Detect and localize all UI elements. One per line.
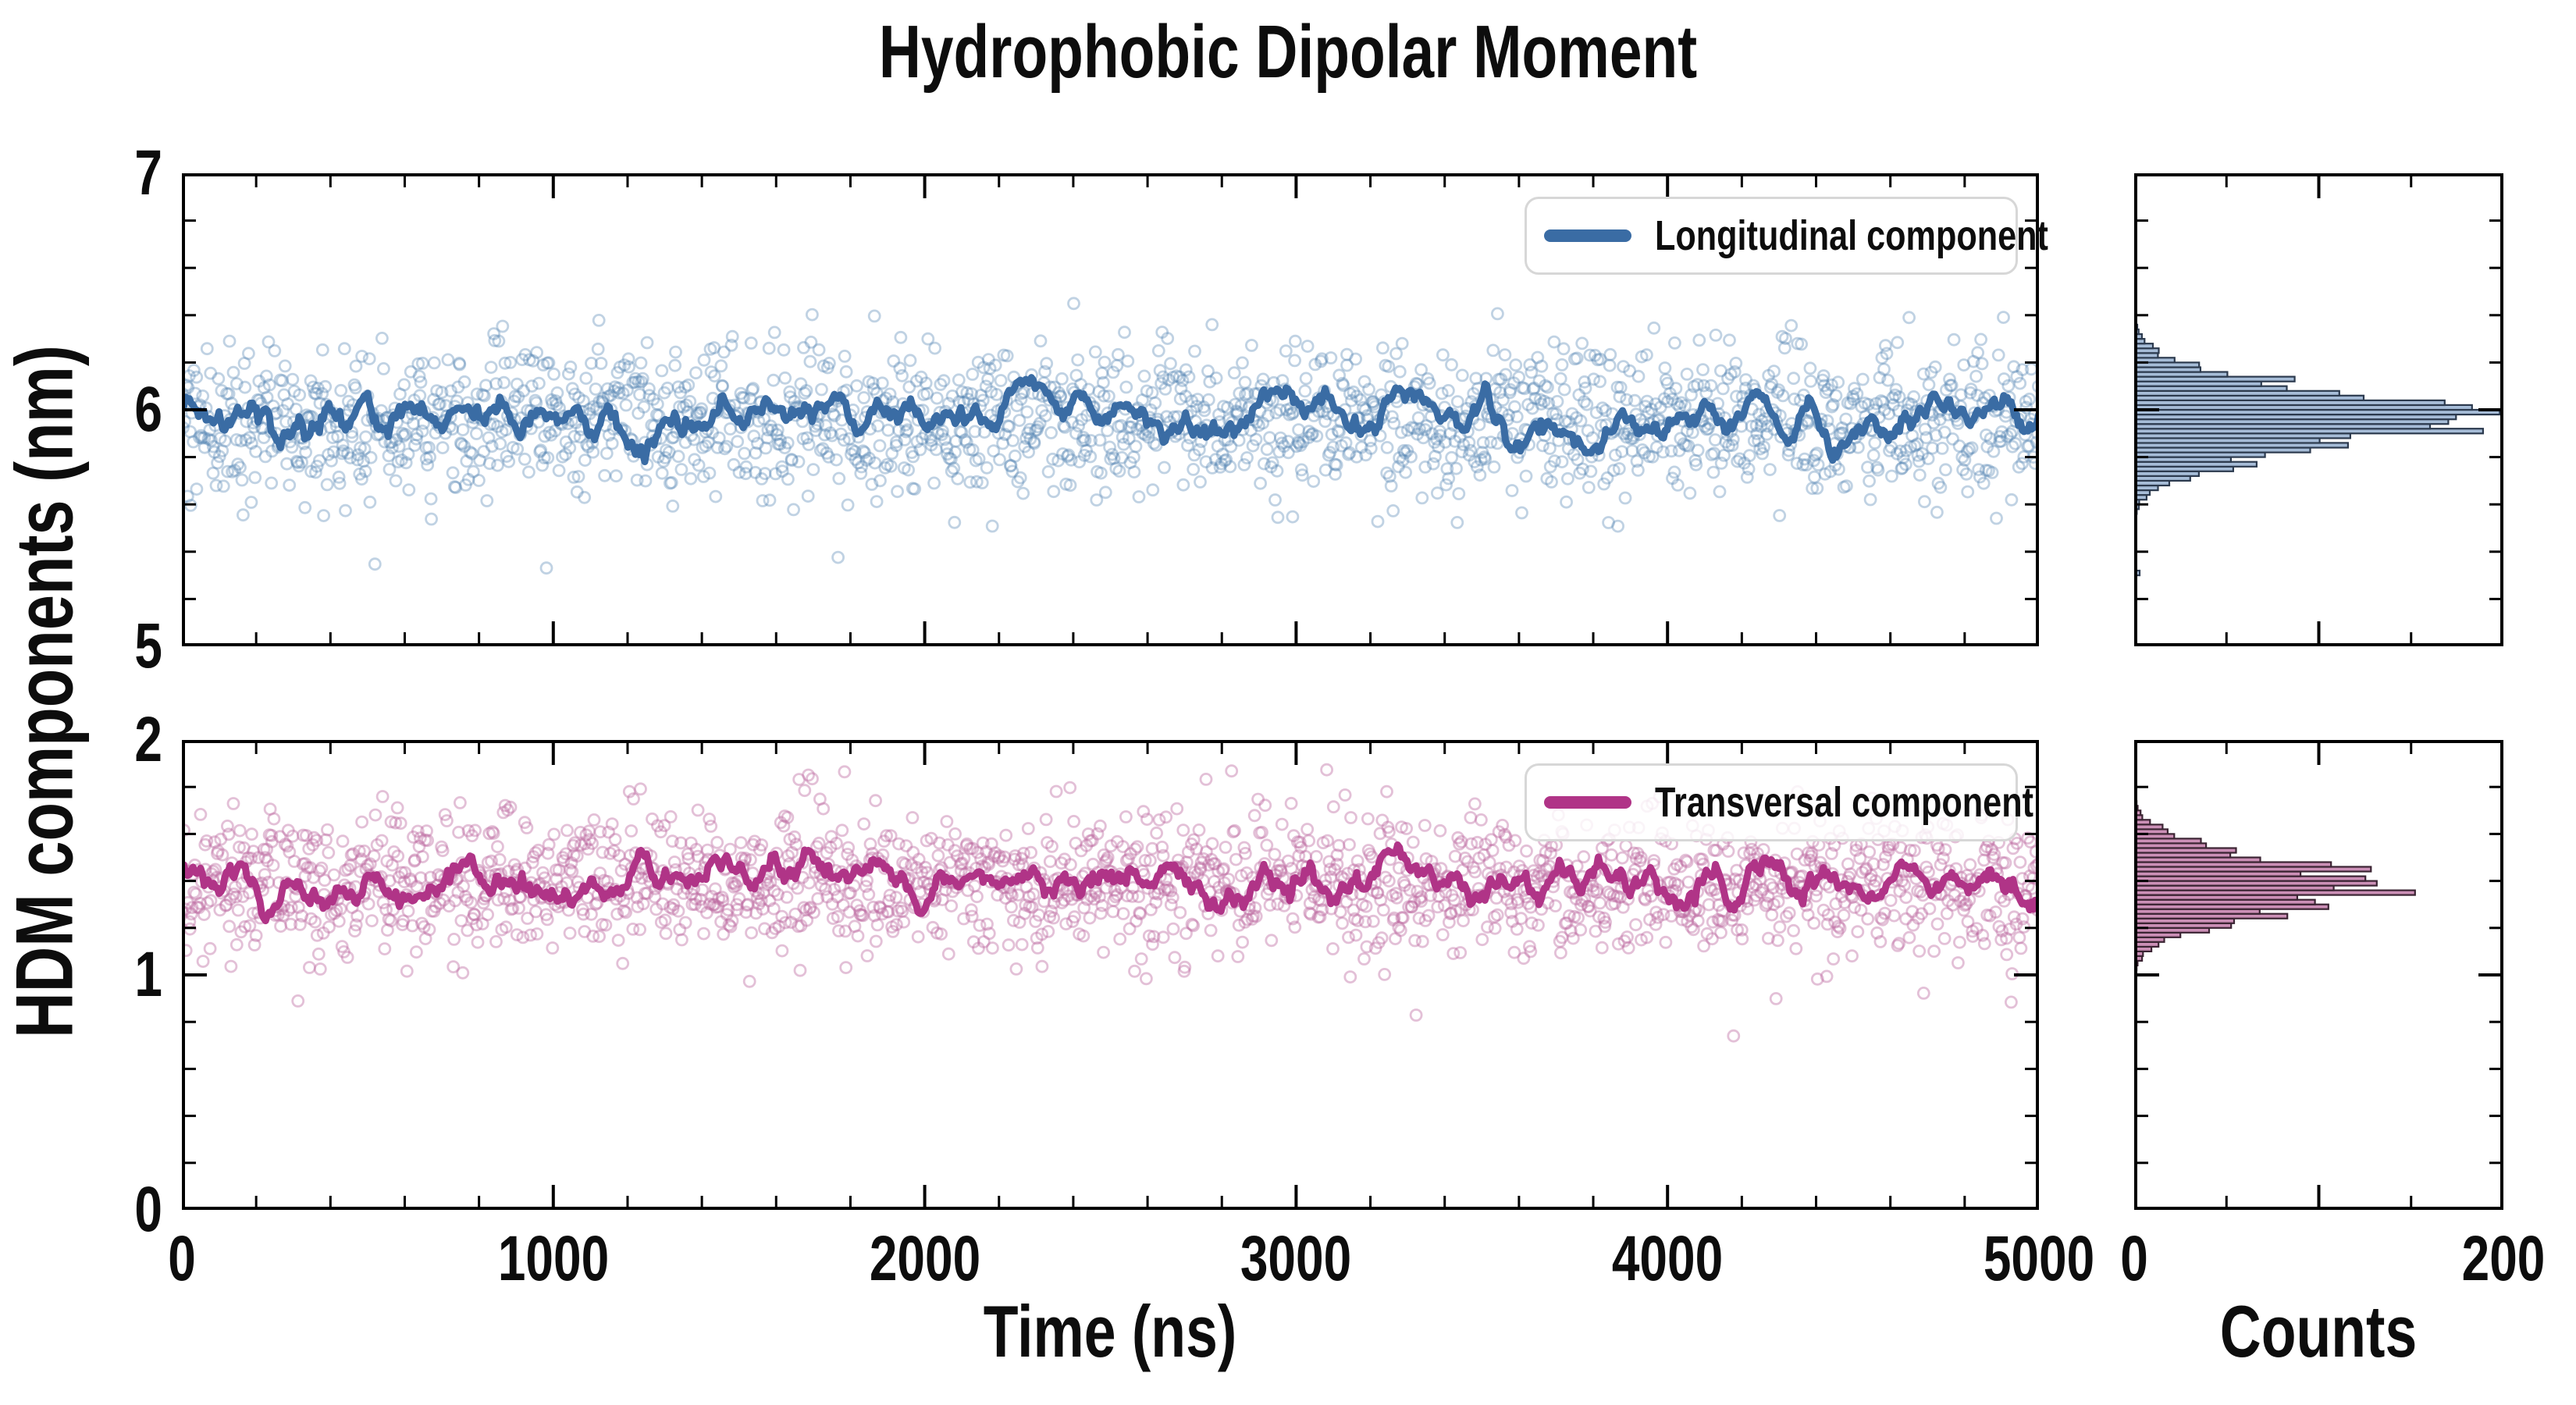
axis-ticks	[2136, 742, 2502, 1208]
x-axis-label-counts-text: Counts	[2219, 1290, 2418, 1372]
y-axis-label: HDM components (nm)	[0, 247, 92, 1136]
y-tick-label-longitudinal: 5	[134, 610, 162, 681]
x-tick-label-counts: 0	[2120, 1223, 2148, 1294]
x-axis-label-counts: Counts	[2192, 1289, 2445, 1374]
x-tick-label-time: 5000	[1983, 1223, 2095, 1294]
panel-longitudinal-histogram	[2134, 173, 2503, 646]
legend-swatch-longitudinal	[1544, 229, 1631, 242]
histogram-layer	[2136, 795, 2416, 976]
legend-swatch-transversal	[1544, 796, 1631, 809]
data-layer	[183, 763, 2037, 1043]
legend-transversal: Transversal component	[1525, 763, 2033, 841]
y-tick-label-transversal: 0	[134, 1174, 162, 1245]
scatter-points	[183, 297, 2037, 575]
legend-longitudinal: Longitudinal component	[1525, 197, 2048, 275]
x-tick-label-time: 0	[168, 1223, 196, 1294]
x-axis-label-time-text: Time (ns)	[983, 1290, 1237, 1372]
x-tick-label-time: 1000	[497, 1223, 609, 1294]
axis-ticks	[183, 742, 2037, 1208]
histogram-layer	[2136, 323, 2501, 577]
y-tick-label-transversal: 2	[134, 704, 162, 775]
panel-transversal-histogram	[2134, 740, 2503, 1210]
trend-line	[183, 374, 2037, 465]
data-layer	[183, 297, 2037, 575]
x-tick-label-time: 2000	[869, 1223, 980, 1294]
x-axis-label-time: Time (ns)	[948, 1289, 1272, 1374]
plot-spine	[182, 740, 2039, 1210]
plot-spine	[2134, 740, 2503, 1210]
legend-label-transversal: Transversal component	[1655, 779, 2033, 826]
chart-title-text: Hydrophobic Dipolar Moment	[878, 10, 1698, 94]
y-tick-label-longitudinal: 6	[134, 374, 162, 445]
y-tick-label-longitudinal: 7	[134, 137, 162, 208]
y-axis-label-text: HDM components (nm)	[0, 345, 91, 1038]
x-tick-label-time: 4000	[1612, 1223, 1724, 1294]
x-tick-label-time: 3000	[1240, 1223, 1352, 1294]
panel-transversal-timeseries	[182, 740, 2039, 1210]
plot-spine	[2134, 173, 2503, 646]
plot-spine	[182, 173, 2039, 646]
chart-title: Hydrophobic Dipolar Moment	[763, 9, 1813, 95]
panel-longitudinal-timeseries	[182, 173, 2039, 646]
histogram-bars	[2136, 323, 2501, 577]
histogram-bars	[2136, 795, 2416, 976]
y-tick-label-transversal: 1	[134, 939, 162, 1010]
trend-line	[183, 841, 2037, 925]
axis-ticks	[2136, 175, 2502, 645]
legend-label-longitudinal: Longitudinal component	[1655, 212, 2048, 259]
axis-ticks	[183, 175, 2037, 645]
x-tick-label-counts: 200	[2461, 1223, 2546, 1294]
